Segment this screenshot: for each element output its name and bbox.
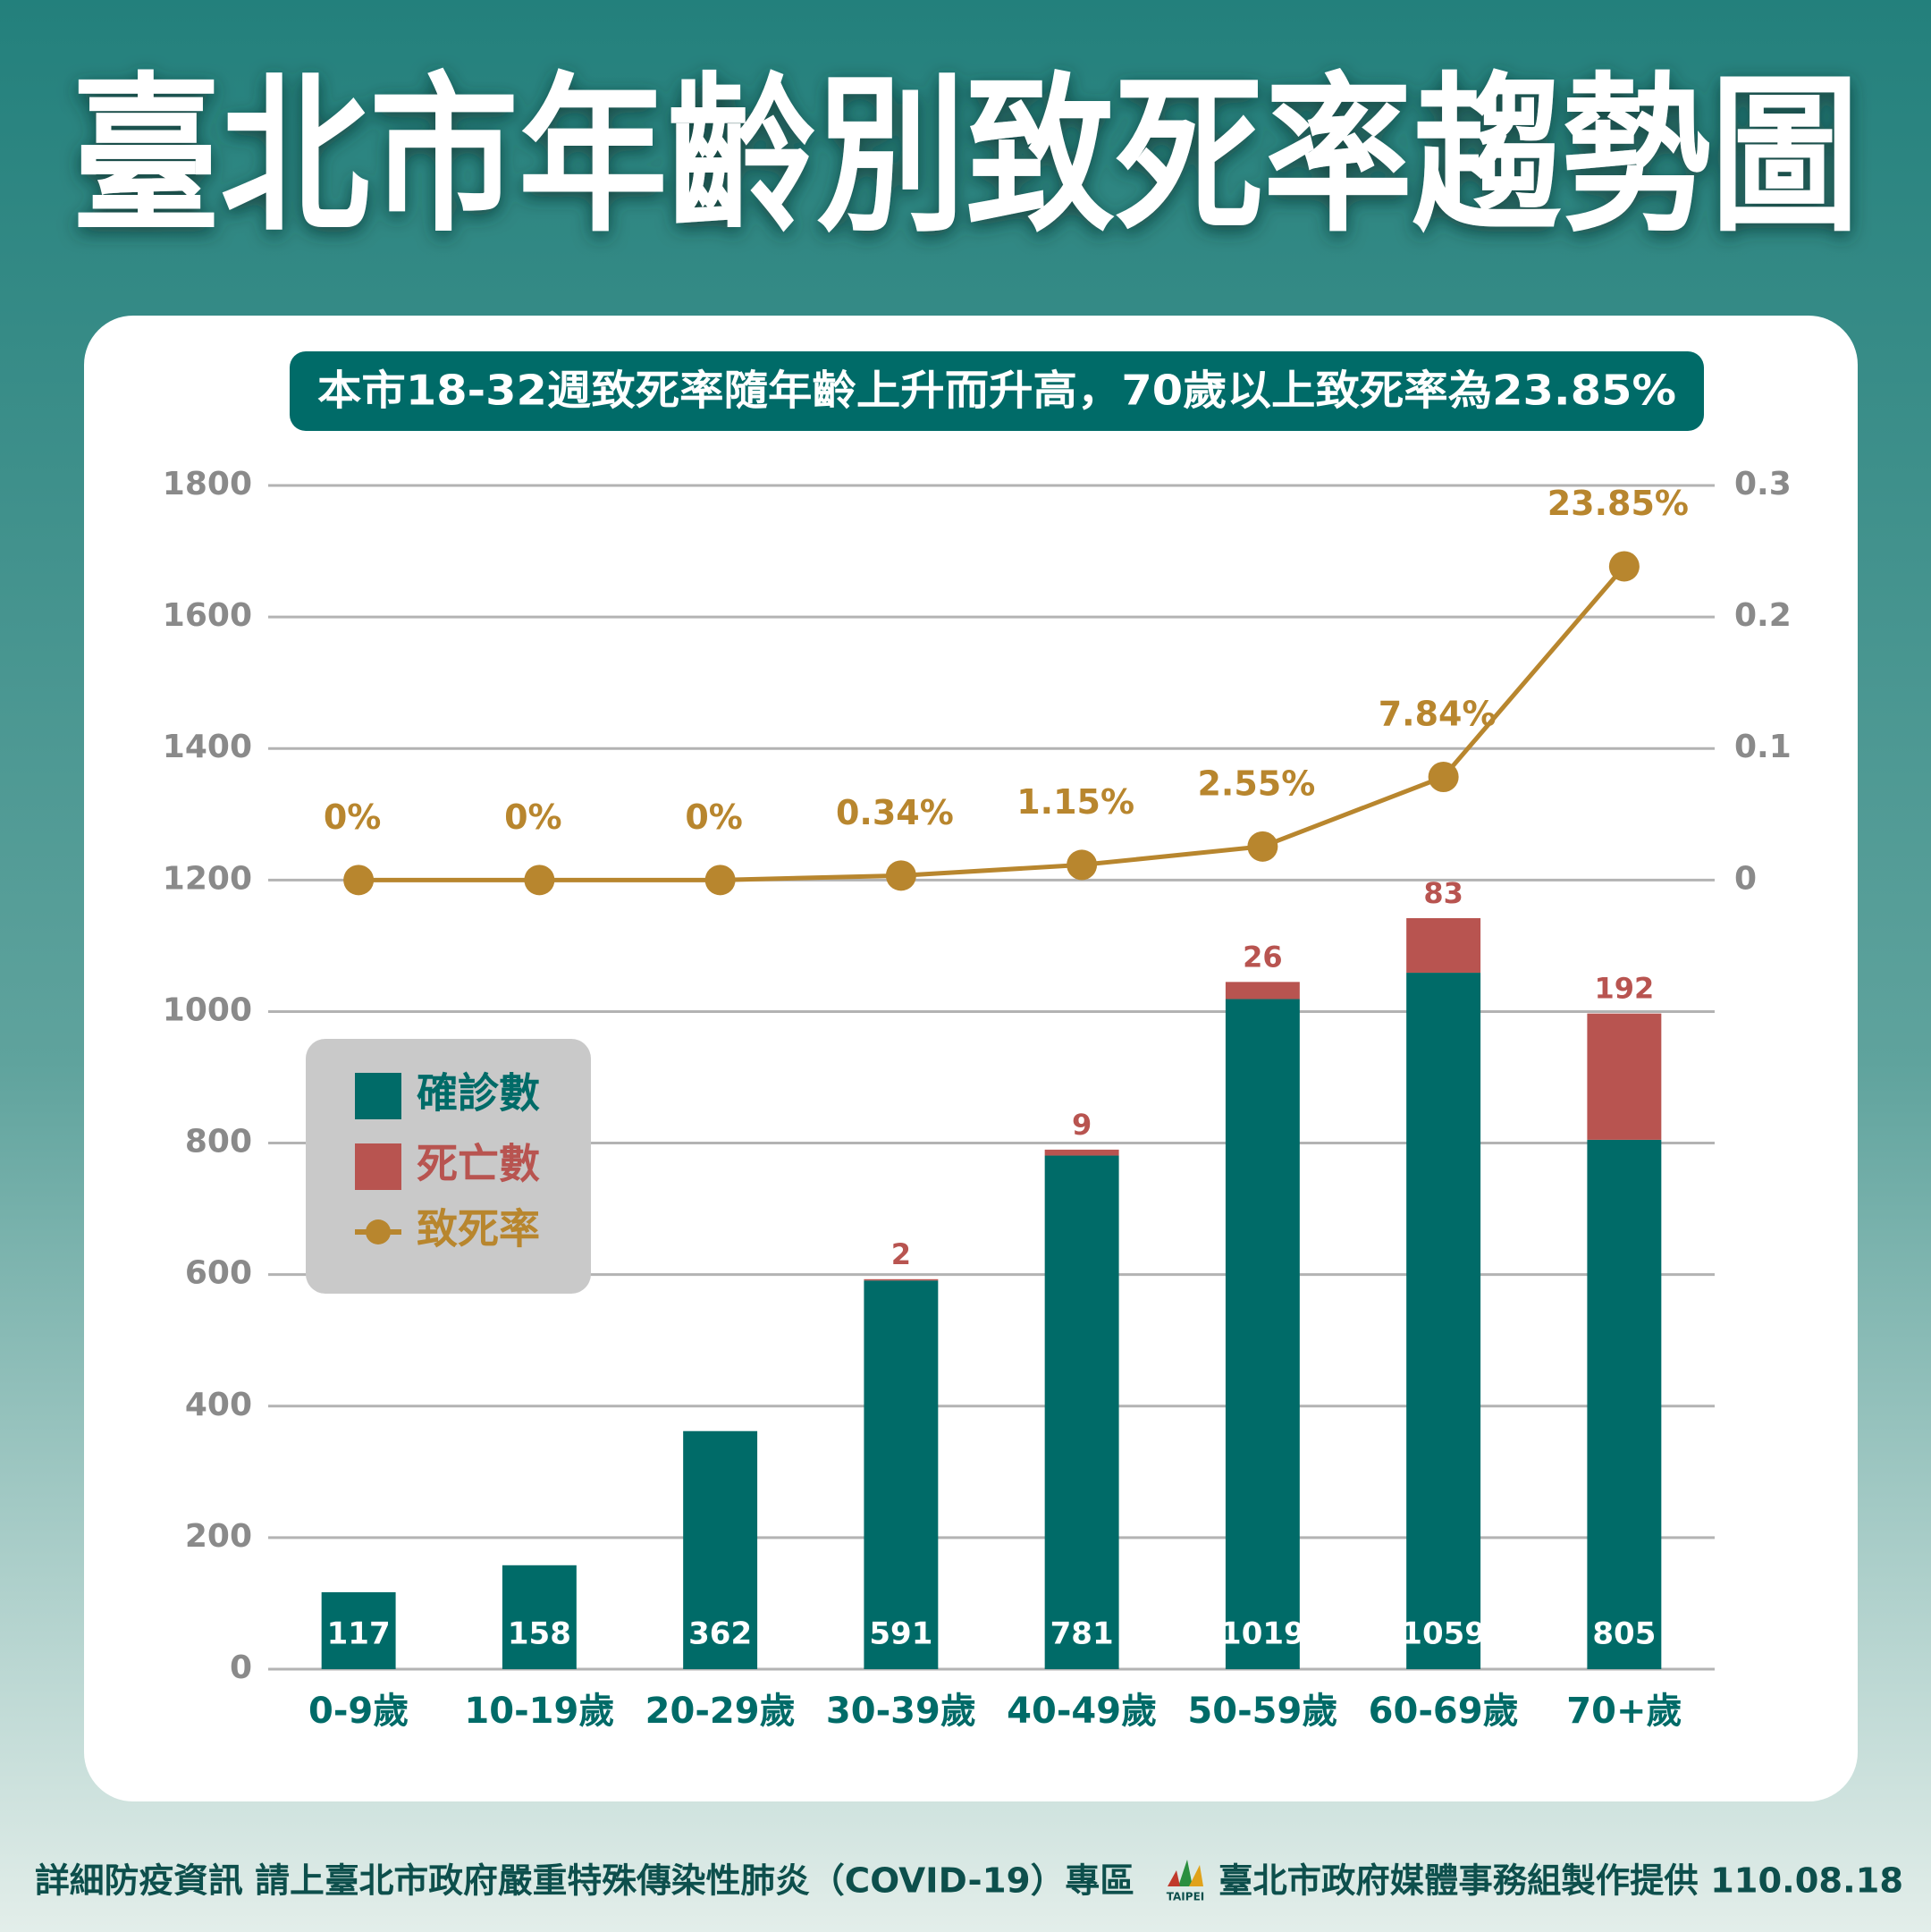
- line-value-label: 0%: [324, 797, 382, 837]
- line-value-label: 1.15%: [1016, 782, 1134, 822]
- line-value-label: 0%: [504, 797, 562, 837]
- bar: [1044, 1149, 1119, 1156]
- line-value-label: 23.85%: [1547, 484, 1689, 523]
- bar-value-label: 158: [508, 1616, 571, 1652]
- line-point: [885, 860, 916, 891]
- legend-label: 致死率: [417, 1205, 540, 1253]
- bar: [864, 1280, 939, 1669]
- y-tick-label: 0: [230, 1649, 252, 1686]
- chart-title: 臺北市年齡別致死率趨勢圖: [72, 57, 1859, 255]
- line-point: [1608, 551, 1640, 582]
- x-tick-label: 0-9歲: [308, 1691, 409, 1732]
- subtitle-banner: [290, 351, 1704, 431]
- line-value-label: 0%: [685, 797, 743, 837]
- bar-value-label: 192: [1594, 972, 1654, 1006]
- plot: 0 200 400 600 800 1000 1200 1400 1600 1800 0 0.1 0.2…: [163, 466, 1792, 1732]
- bar-value-label: 1019: [1220, 1616, 1305, 1652]
- bar-value-label: 117: [327, 1616, 391, 1652]
- y-tick-label: 1000: [163, 991, 252, 1028]
- y2-tick-label: 0: [1734, 860, 1757, 897]
- bar-value-label: 805: [1592, 1616, 1656, 1652]
- y-tick-label: 1600: [163, 597, 252, 634]
- legend-label: 確診數: [417, 1069, 540, 1118]
- line-point: [1428, 761, 1459, 792]
- x-tick-label: 30-39歲: [826, 1691, 976, 1732]
- legend-swatch: [366, 1219, 391, 1244]
- line-point: [704, 865, 736, 896]
- bar: [1587, 1139, 1662, 1669]
- y2-tick-label: 0.2: [1734, 597, 1792, 634]
- legend-swatch: [355, 1143, 401, 1190]
- y-tick-label: 1400: [163, 729, 252, 765]
- bar-value-label: 9: [1072, 1108, 1092, 1142]
- bar-value-label: 26: [1243, 940, 1283, 974]
- y-tick-label: 1200: [163, 860, 252, 897]
- y2-tick-label: 0.1: [1734, 729, 1792, 765]
- y-tick-label: 400: [185, 1387, 252, 1423]
- line-value-label: 7.84%: [1379, 694, 1497, 733]
- bar-value-label: 1059: [1401, 1616, 1486, 1652]
- subtitle: 本市18-32週致死率隨年齡上升而升高，70歲以上致死率為23.85%: [317, 367, 1676, 415]
- bar: [1044, 1155, 1119, 1669]
- y2-tick-label: 0.3: [1734, 466, 1792, 502]
- legend-swatch: [355, 1073, 401, 1119]
- x-tick-label: 40-49歲: [1007, 1691, 1157, 1732]
- x-tick-label: 60-69歲: [1369, 1691, 1519, 1732]
- x-tick-label: 10-19歲: [464, 1691, 614, 1732]
- bar-value-label: 83: [1423, 876, 1463, 910]
- y-tick-label: 1800: [163, 466, 252, 502]
- x-tick-label: 50-59歲: [1187, 1691, 1337, 1732]
- bar: [502, 1565, 577, 1669]
- line-point: [1067, 849, 1098, 881]
- bar: [1406, 917, 1481, 974]
- line-point: [524, 865, 555, 896]
- y-tick-label: 800: [185, 1124, 252, 1160]
- line-point: [1247, 831, 1278, 862]
- bar: [1406, 973, 1481, 1669]
- line: [358, 564, 1626, 882]
- line-value-label: 2.55%: [1197, 764, 1315, 803]
- logo-text: TAIPEI: [1167, 1891, 1204, 1903]
- footer-left: 詳細防疫資訊 請上臺北市政府嚴重特殊傳染性肺炎（COVID-19）專區: [35, 1861, 1134, 1901]
- bar: [683, 1430, 758, 1669]
- bar: [1587, 1013, 1662, 1140]
- bar: [1225, 982, 1300, 1000]
- bar: [1225, 999, 1300, 1669]
- footer-right: 臺北市政府媒體事務組製作提供 110.08.18: [1218, 1861, 1903, 1901]
- logo-icon: [1168, 1860, 1203, 1886]
- line-value-label: 0.34%: [836, 793, 954, 832]
- bar-value-label: 591: [869, 1616, 932, 1652]
- x-tick-label: 70+歲: [1566, 1691, 1682, 1732]
- bar-value-label: 2: [891, 1237, 911, 1271]
- line-point: [343, 865, 375, 896]
- legend-label: 死亡數: [417, 1140, 540, 1188]
- bar: [864, 1278, 939, 1281]
- bar-value-label: 362: [688, 1616, 752, 1652]
- bar: [321, 1591, 396, 1669]
- bar-value-label: 781: [1050, 1616, 1114, 1652]
- y-tick-label: 200: [185, 1518, 252, 1555]
- y-tick-label: 600: [185, 1255, 252, 1292]
- x-tick-label: 20-29歲: [645, 1691, 796, 1732]
